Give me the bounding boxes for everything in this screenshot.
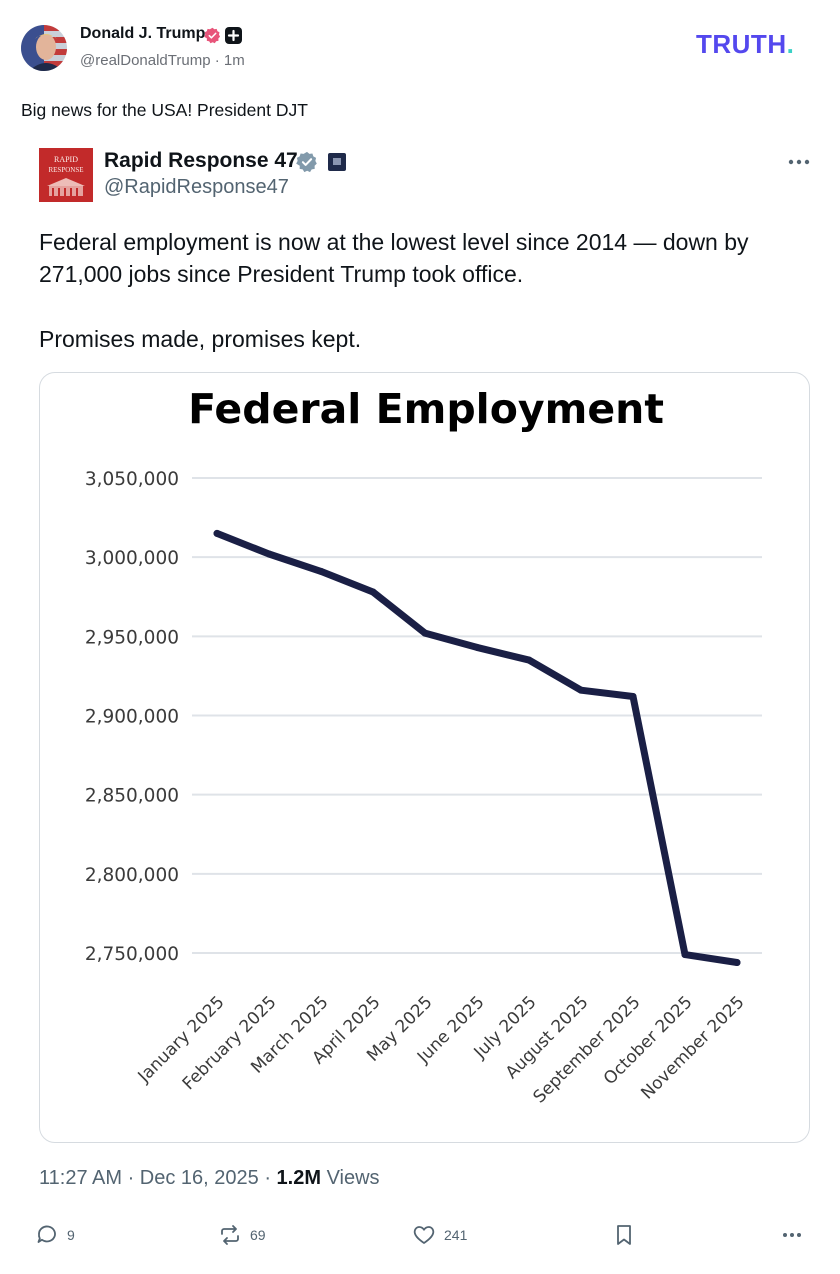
views-label: Views	[321, 1167, 380, 1189]
data-point	[421, 629, 429, 637]
verified-badge-icon	[204, 27, 221, 44]
verified-badge-icon	[296, 151, 318, 173]
repost-button[interactable]: 69	[218, 1222, 266, 1248]
rapid-response-avatar[interactable]: RAPID RESPONSE	[39, 148, 93, 202]
heart-icon	[413, 1226, 435, 1244]
rapid-response-logo-line1: RAPID	[54, 155, 78, 164]
chart-title: Federal Employment	[188, 385, 664, 433]
data-point	[265, 550, 273, 558]
truth-logo-text: TRUTH	[696, 29, 787, 59]
author-handle-text[interactable]: @realDonaldTrump	[80, 52, 211, 69]
data-point	[577, 686, 585, 694]
y-tick-label: 2,950,000	[85, 627, 179, 648]
truth-logo[interactable]: TRUTH.	[696, 29, 794, 60]
author-handle[interactable]: @realDonaldTrump · 1m	[80, 52, 245, 69]
reply-count: 9	[67, 1227, 75, 1243]
like-count: 241	[444, 1227, 468, 1243]
y-tick-label: 2,850,000	[85, 786, 179, 807]
data-point	[525, 656, 533, 664]
data-point	[213, 529, 221, 537]
series-line	[213, 529, 741, 966]
x-tick-label: February 2025	[179, 992, 281, 1094]
more-options-icon[interactable]	[786, 150, 812, 170]
y-tick-label: 2,750,000	[85, 944, 179, 965]
like-button[interactable]: 241	[412, 1222, 467, 1248]
government-badge-icon	[327, 152, 347, 172]
plus-badge-icon	[225, 27, 242, 44]
quoted-author-name[interactable]: Rapid Response 47	[104, 149, 298, 172]
quoted-text: Federal employment is now at the lowest …	[39, 229, 749, 287]
quoted-author-handle[interactable]: @RapidResponse47	[104, 176, 289, 198]
data-point	[473, 643, 481, 651]
more-actions-button[interactable]	[780, 1222, 804, 1248]
post-text: Big news for the USA! President DJT	[21, 100, 308, 120]
data-point	[733, 959, 741, 966]
reply-button[interactable]: 9	[35, 1222, 75, 1248]
quoted-text-2: Promises made, promises kept.	[39, 326, 362, 352]
y-tick-label: 3,000,000	[85, 548, 179, 569]
x-tick-label: October 2025	[600, 992, 697, 1089]
more-options-icon	[783, 1233, 801, 1237]
repost-icon	[221, 1225, 239, 1245]
federal-employment-chart: Federal Employment 3,050,000 3,000,000 2,9…	[85, 385, 762, 1107]
data-point	[681, 951, 689, 959]
y-tick-label: 2,800,000	[85, 865, 179, 886]
data-point	[629, 693, 637, 700]
repost-count: 69	[250, 1227, 266, 1243]
tweet-meta: 11:27 AM · Dec 16, 2025 · 1.2M Views	[39, 1167, 380, 1190]
bookmark-button[interactable]	[612, 1222, 636, 1248]
y-tick-label: 3,050,000	[85, 469, 179, 490]
tweet-timestamp[interactable]: 11:27 AM · Dec 16, 2025 ·	[39, 1167, 277, 1189]
data-point	[317, 567, 325, 575]
views-count: 1.2M	[276, 1167, 322, 1189]
bookmark-icon	[617, 1225, 631, 1245]
post-time: · 1m	[214, 52, 245, 69]
chart-card[interactable]	[39, 372, 810, 1143]
author-avatar[interactable]	[21, 25, 67, 71]
truth-logo-dot: .	[786, 29, 795, 59]
data-point	[369, 588, 377, 596]
rapid-response-logo-line2: RESPONSE	[48, 166, 83, 174]
author-name[interactable]: Donald J. Trump	[80, 25, 206, 42]
reply-icon	[37, 1225, 56, 1243]
y-tick-label: 2,900,000	[85, 707, 179, 728]
x-tick-label: January 2025	[134, 992, 229, 1087]
